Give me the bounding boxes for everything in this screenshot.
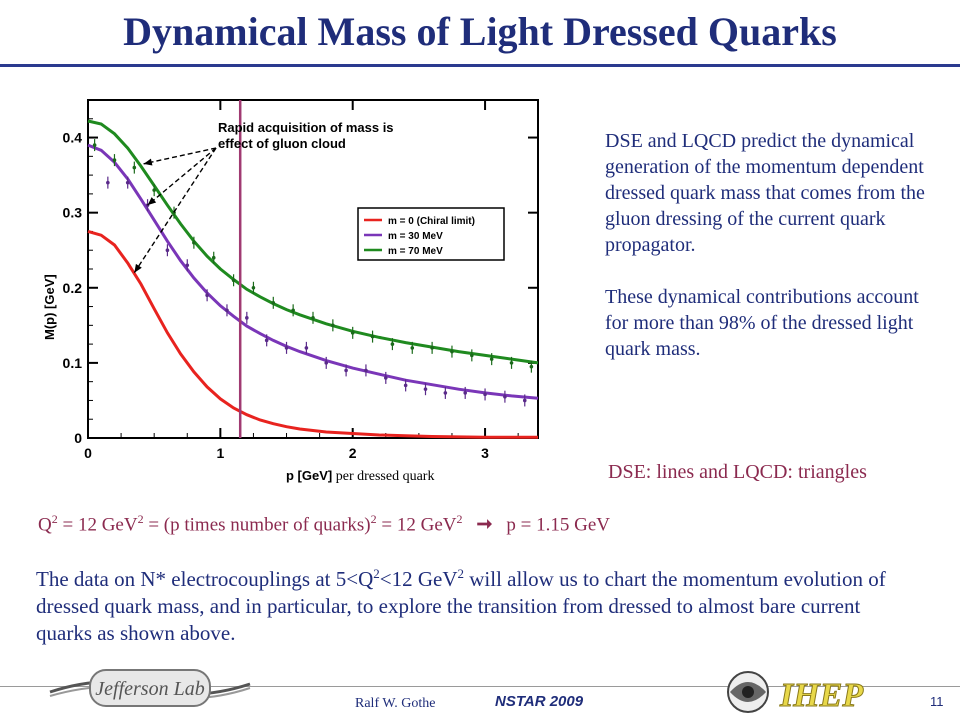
annotation-line-2: effect of gluon cloud — [218, 136, 346, 151]
legend-label-2: m = 70 MeV — [388, 246, 443, 257]
y-axis-label: M(p) [GeV] — [42, 274, 57, 340]
body-text: The data on N* electrocouplings at 5<Q2<… — [36, 566, 886, 645]
lattice-70mev-point — [132, 165, 137, 170]
lattice-30mev-point — [503, 394, 507, 399]
y-tick-label: 0.2 — [63, 280, 83, 296]
lattice-70mev-point — [152, 188, 156, 192]
quark-mass-chart: 0 1 2 300.10.20.30.4 m = 0 (Chiral limit)m … — [42, 99, 539, 484]
annotation-arrow-2 — [133, 147, 217, 274]
lattice-30mev-point — [304, 346, 309, 350]
conference-name: NSTAR 2009 — [495, 693, 584, 710]
lattice-70mev-point — [231, 278, 236, 283]
lattice-70mev-point — [410, 346, 415, 350]
lattice-30mev-point — [284, 346, 289, 350]
legend-box: m = 0 (Chiral limit) m = 30 MeV m = 70 MeV — [357, 207, 505, 261]
lattice-70mev-point — [331, 323, 335, 328]
chart-points-group — [92, 139, 534, 407]
lattice-30mev-point — [324, 361, 329, 365]
lattice-70mev-point — [430, 346, 434, 350]
svg-text:Jefferson Lab: Jefferson Lab — [95, 678, 204, 700]
lattice-30mev-point — [383, 376, 388, 380]
lattice-30mev-point — [443, 391, 448, 395]
lattice-30mev-point — [205, 293, 209, 298]
legend-label-1: m = 30 MeV — [388, 231, 443, 242]
lattice-70mev-point — [211, 255, 216, 260]
annotation-arrowhead-2 — [134, 263, 142, 273]
lattice-30mev-point — [344, 368, 348, 373]
lattice-30mev-point — [264, 338, 269, 343]
lattice-30mev-point — [106, 180, 110, 185]
lattice-30mev-point — [423, 387, 428, 391]
lattice-70mev-point — [112, 158, 117, 162]
ihep-logo: IHEP — [727, 671, 864, 715]
page-number: 11 — [930, 694, 944, 709]
annotation-arrow-1 — [147, 147, 217, 206]
series-line-0 — [87, 229, 538, 439]
lattice-70mev-point — [192, 240, 196, 245]
lattice-70mev-point — [450, 349, 454, 354]
lattice-70mev-point — [350, 331, 355, 335]
annotation-arrowhead-1 — [147, 197, 157, 206]
footer-rule — [0, 686, 960, 687]
description-paragraph-1: DSE and LQCD predict the dynamical gener… — [605, 130, 925, 256]
lattice-70mev-point — [529, 364, 534, 369]
y-tick-label: 0.1 — [63, 355, 83, 371]
lattice-30mev-point — [522, 398, 527, 403]
x-axis-label: p [GeV] per dressed quark — [286, 468, 434, 484]
lattice-70mev-point — [92, 143, 97, 147]
x-tick-label: 3 — [481, 445, 489, 461]
lattice-30mev-point — [463, 391, 468, 395]
plot-frame — [87, 99, 539, 439]
x-tick-label: 0 — [84, 445, 92, 461]
lattice-30mev-point — [125, 180, 130, 185]
series-line-1 — [87, 143, 539, 400]
y-tick-label: 0.3 — [63, 205, 83, 221]
y-tick-label: 0 — [74, 430, 82, 446]
title-rule — [0, 64, 960, 67]
dse-note: DSE: lines and LQCD: triangles — [608, 461, 867, 483]
jefferson-lab-logo: Jefferson Lab — [49, 669, 251, 707]
lattice-30mev-point — [185, 263, 190, 268]
x-tick-label: 2 — [349, 445, 357, 461]
lattice-30mev-point — [245, 316, 249, 320]
lattice-70mev-point — [291, 308, 295, 313]
lattice-70mev-point — [489, 357, 494, 361]
description-paragraph-2: These dynamical contributions account fo… — [605, 286, 919, 360]
annotation-group: Rapid acquisition of mass is effect of g… — [133, 120, 394, 274]
lattice-70mev-point — [251, 285, 256, 290]
svg-text:IHEP: IHEP — [779, 677, 863, 714]
lattice-30mev-point — [165, 248, 170, 253]
annotation-arrowhead-0 — [143, 158, 153, 166]
lattice-70mev-point — [271, 301, 276, 305]
lattice-30mev-point — [483, 392, 487, 397]
description-block: DSE and LQCD predict the dynamical gener… — [605, 128, 935, 388]
annotation-arrow-0 — [143, 147, 217, 165]
right-arrow-icon: ➞ — [476, 514, 493, 536]
lattice-30mev-point — [364, 368, 368, 373]
author-name: Ralf W. Gothe — [355, 696, 436, 711]
lattice-70mev-point — [470, 353, 474, 358]
lattice-30mev-point — [403, 383, 408, 388]
y-tick-label: 0.4 — [63, 130, 83, 146]
q2-equation: Q2 = 12 GeV2 = (p times number of quarks… — [38, 512, 610, 536]
lattice-70mev-point — [390, 342, 395, 346]
x-tick-label: 1 — [216, 445, 224, 461]
annotation-line-1: Rapid acquisition of mass is — [218, 120, 394, 135]
lattice-30mev-point — [225, 308, 229, 313]
slide-title: Dynamical Mass of Light Dressed Quarks — [123, 9, 837, 54]
lattice-70mev-point — [509, 361, 514, 365]
legend-frame — [357, 207, 505, 261]
lattice-70mev-point — [370, 334, 375, 339]
lattice-70mev-point — [311, 316, 315, 320]
legend-label-0: m = 0 (Chiral limit) — [388, 216, 475, 227]
